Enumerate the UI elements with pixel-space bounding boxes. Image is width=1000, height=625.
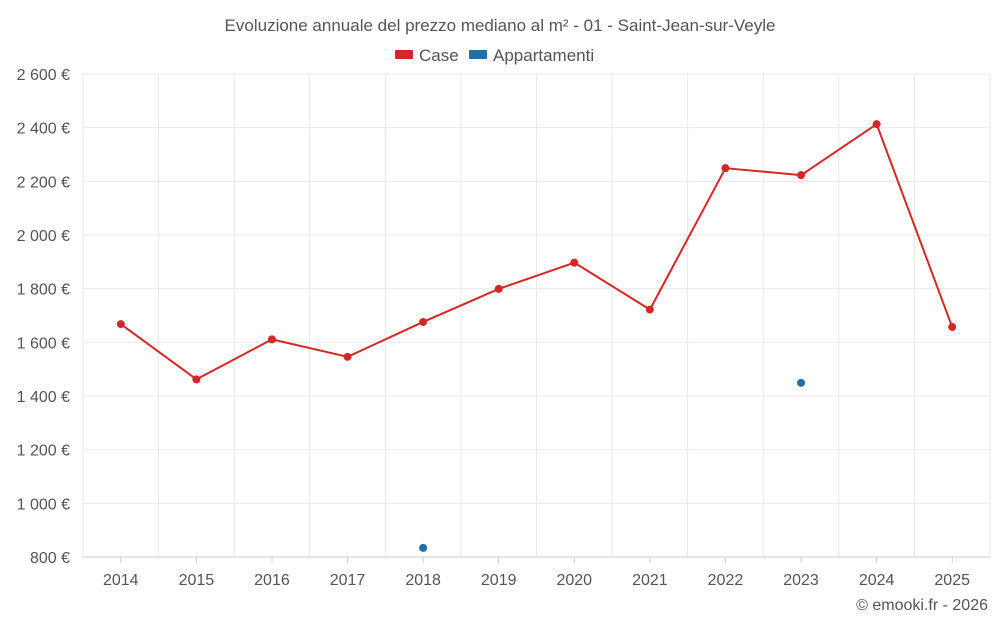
series-appartamenti (419, 378, 806, 552)
y-tick-label: 2 400 € (17, 121, 70, 138)
data-point-case-2015[interactable] (192, 375, 201, 384)
legend-item-appartamenti[interactable]: Appartamenti (469, 46, 594, 65)
data-point-case-2021[interactable] (645, 305, 654, 314)
x-tick-label-2017: 2017 (330, 572, 366, 589)
data-point-case-2017[interactable] (343, 352, 352, 361)
legend: Case Appartamenti (395, 46, 594, 65)
data-point-case-2020[interactable] (570, 258, 579, 267)
y-tick-label: 1 400 € (17, 389, 70, 406)
data-point-case-2018[interactable] (419, 317, 428, 326)
x-tick-label-2024: 2024 (859, 572, 895, 589)
gridlines (82, 73, 991, 557)
legend-swatch-appartamenti (469, 50, 487, 59)
x-tick-label-2016: 2016 (254, 572, 290, 589)
y-tick-label: 1 200 € (17, 443, 70, 460)
data-point-appartamenti-2023[interactable] (797, 378, 806, 387)
legend-item-case[interactable]: Case (395, 46, 459, 65)
y-tick-label: 1 800 € (17, 282, 70, 299)
x-tick-label-2023: 2023 (783, 572, 819, 589)
y-axis: 800 € 1 000 € 1 200 € 1 400 € 1 600 € 1 800 €… (17, 67, 70, 567)
legend-label-case: Case (419, 46, 459, 65)
x-tick-label-2025: 2025 (934, 572, 970, 589)
y-tick-label: 1 000 € (17, 496, 70, 513)
x-tick-label-2019: 2019 (481, 572, 517, 589)
data-point-case-2016[interactable] (267, 335, 276, 344)
legend-swatch-case (395, 50, 413, 59)
chart-title: Evoluzione annuale del prezzo mediano al… (225, 16, 776, 35)
y-tick-label: 800 € (30, 550, 70, 567)
data-point-case-2022[interactable] (721, 164, 730, 173)
data-point-case-2014[interactable] (116, 320, 125, 329)
x-tick-label-2021: 2021 (632, 572, 668, 589)
y-tick-label: 2 000 € (17, 228, 70, 245)
series-case (116, 120, 957, 384)
x-tick-label-2018: 2018 (405, 572, 441, 589)
credit-text: © emooki.fr - 2026 (856, 597, 988, 614)
data-point-case-2023[interactable] (797, 171, 806, 180)
series-layer (116, 120, 957, 552)
x-tick-label-2022: 2022 (708, 572, 744, 589)
data-point-case-2019[interactable] (494, 284, 503, 293)
x-tick-label-2014: 2014 (103, 572, 139, 589)
series-line-case (120, 123, 954, 381)
data-point-appartamenti-2018[interactable] (419, 543, 428, 552)
data-point-case-2024[interactable] (872, 120, 881, 129)
y-tick-label: 1 600 € (17, 335, 70, 352)
x-tick-label-2020: 2020 (556, 572, 592, 589)
x-axis: 2014 2015 2016 2017 2018 2019 2020 2021 2022 2023… (83, 556, 990, 589)
y-tick-label: 2 600 € (17, 67, 70, 84)
data-point-case-2025[interactable] (948, 323, 957, 332)
y-tick-label: 2 200 € (17, 174, 70, 191)
legend-label-appartamenti: Appartamenti (493, 46, 594, 65)
x-tick-label-2015: 2015 (179, 572, 215, 589)
